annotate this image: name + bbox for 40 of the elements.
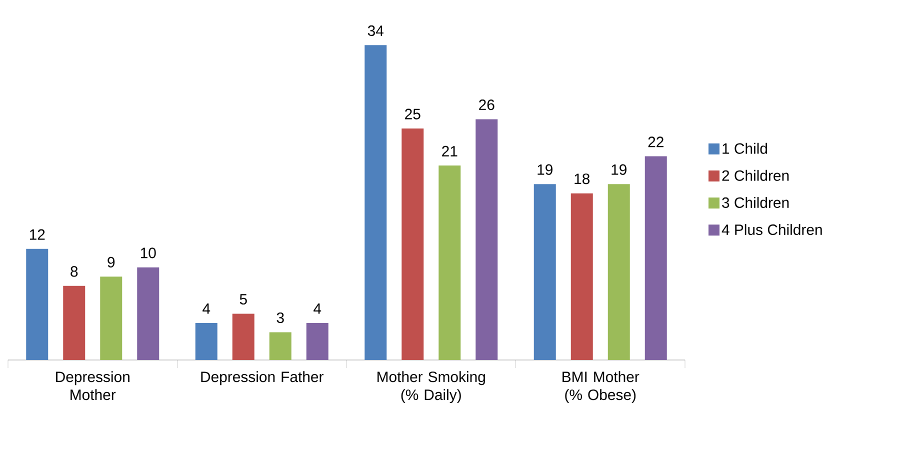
data-label: 4 <box>314 304 322 314</box>
bar <box>364 45 387 360</box>
data-label: 21 <box>442 146 458 156</box>
data-label: 8 <box>70 266 78 277</box>
data-label: 26 <box>479 99 494 110</box>
bar <box>63 286 86 360</box>
x-tick-label: Mother Smoking (% Daily) <box>378 371 485 404</box>
data-label: 12 <box>30 229 45 240</box>
data-label: 9 <box>108 256 115 268</box>
bar <box>100 276 122 360</box>
bar <box>402 128 424 360</box>
data-label: 19 <box>612 164 626 175</box>
legend-label: 1 Child <box>722 142 768 154</box>
bar <box>608 184 630 360</box>
data-label: 10 <box>140 248 156 258</box>
x-tick-label: BMI Mother (% Obese) <box>562 371 640 404</box>
x-tick-label: Depression Mother <box>56 371 130 400</box>
bar <box>26 248 48 360</box>
bar <box>137 267 160 360</box>
bar <box>269 332 292 360</box>
data-label: 5 <box>240 294 247 305</box>
bar <box>306 322 328 360</box>
data-label: 34 <box>368 25 384 36</box>
x-tick-label: Depression Father <box>201 371 324 386</box>
bar <box>534 184 556 360</box>
bar <box>438 166 461 360</box>
legend-label: 3 Children <box>722 196 789 208</box>
bar <box>232 314 254 360</box>
bar <box>195 322 218 360</box>
data-label: 18 <box>574 174 590 184</box>
data-label: 25 <box>405 108 420 120</box>
data-label: 19 <box>538 164 552 175</box>
data-label: 22 <box>648 136 664 148</box>
legend-label: 2 Children <box>722 170 789 181</box>
data-label: 4 <box>202 304 210 314</box>
bar <box>570 193 593 360</box>
bar <box>644 156 667 360</box>
legend-label: 4 Plus Children <box>722 224 822 236</box>
bar <box>476 119 498 360</box>
data-label: 3 <box>276 312 284 324</box>
